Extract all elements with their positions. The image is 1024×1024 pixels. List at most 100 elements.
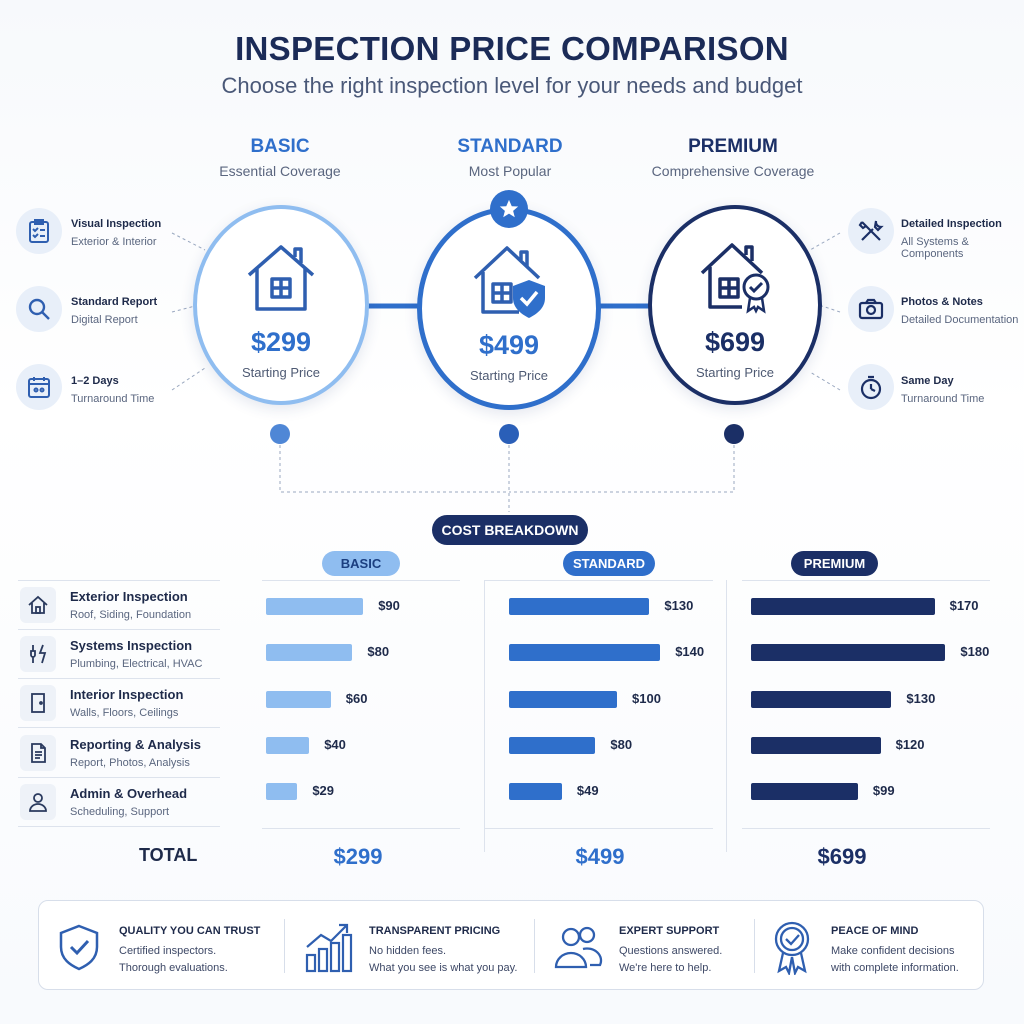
house-shield-icon bbox=[473, 246, 545, 318]
bar-value-standard-3: $80 bbox=[610, 737, 633, 752]
house-outline-icon bbox=[20, 587, 56, 623]
series-pill-basic: BASIC bbox=[322, 551, 400, 576]
house-badge-icon bbox=[700, 243, 770, 314]
bar-value-standard-0: $130 bbox=[664, 598, 694, 613]
cost-breakdown-badge: COST BREAKDOWN bbox=[432, 515, 588, 545]
category-row-interior: Interior Inspection Walls, Floors, Ceili… bbox=[18, 680, 220, 728]
bar-value-basic-4: $29 bbox=[312, 783, 335, 798]
footer-support: EXPERT SUPPORT Questions answered. We're… bbox=[539, 901, 759, 991]
bar-value-premium-2: $130 bbox=[906, 691, 936, 706]
most-popular-star-icon bbox=[490, 190, 528, 228]
feature-photos-notes: Photos & Notes Detailed Documentation bbox=[901, 296, 1019, 326]
footer-panel: QUALITY YOU CAN TRUST Certified inspecto… bbox=[38, 900, 984, 990]
bar-value-basic-0: $90 bbox=[378, 598, 400, 613]
door-icon bbox=[20, 685, 56, 721]
footer-divider bbox=[284, 919, 285, 973]
award-ribbon-icon bbox=[774, 921, 810, 975]
bar-basic-0 bbox=[266, 598, 364, 615]
total-label: TOTAL bbox=[139, 845, 198, 865]
tier-card-basic[interactable]: $299 Starting Price bbox=[193, 205, 369, 405]
category-row-systems: Systems Inspection Plumbing, Electrical,… bbox=[18, 631, 220, 679]
feature-same-day: Same Day Turnaround Time bbox=[901, 375, 985, 405]
bar-value-basic-1: $80 bbox=[367, 644, 390, 659]
page-title: INSPECTION PRICE COMPARISON bbox=[235, 30, 789, 67]
feature-standard-report: Standard Report Digital Report bbox=[71, 296, 158, 326]
tier-sub-premium: Comprehensive Coverage bbox=[651, 163, 815, 179]
page-subtitle: Choose the right inspection level for yo… bbox=[221, 73, 803, 98]
node-dot-premium bbox=[724, 424, 744, 444]
bar-value-premium-0: $170 bbox=[949, 598, 979, 613]
bar-basic-4 bbox=[266, 783, 298, 800]
clipboard-icon bbox=[16, 208, 62, 254]
tier-price-label-premium: Starting Price bbox=[695, 365, 775, 380]
bar-value-premium-3: $120 bbox=[895, 737, 925, 752]
bar-basic-1 bbox=[266, 644, 353, 661]
bar-premium-0 bbox=[751, 598, 935, 615]
bar-value-premium-4: $99 bbox=[872, 783, 895, 798]
column-bottom-rule bbox=[262, 828, 460, 829]
total-premium: $699 bbox=[817, 844, 867, 869]
column-top-rule bbox=[262, 580, 460, 581]
column-top-rule bbox=[485, 580, 713, 581]
bar-standard-1 bbox=[509, 644, 661, 661]
bar-premium-1 bbox=[751, 644, 946, 661]
bar-value-basic-2: $60 bbox=[345, 691, 368, 706]
category-row-reporting: Reporting & Analysis Report, Photos, Ana… bbox=[18, 730, 220, 778]
category-row-exterior: Exterior Inspection Roof, Siding, Founda… bbox=[18, 582, 220, 630]
camera-icon bbox=[848, 286, 894, 332]
tier-price-premium: $699 bbox=[704, 327, 766, 357]
feature-turnaround: 1–2 Days Turnaround Time bbox=[71, 375, 155, 405]
category-top-rule bbox=[18, 580, 220, 581]
column-top-rule bbox=[742, 580, 990, 581]
tier-price-standard: $499 bbox=[478, 330, 540, 360]
category-row-admin: Admin & Overhead Scheduling, Support bbox=[18, 779, 220, 827]
column-divider bbox=[484, 580, 485, 852]
tier-name-basic: BASIC bbox=[250, 136, 310, 157]
bar-standard-3 bbox=[509, 737, 596, 754]
bar-value-premium-1: $180 bbox=[960, 644, 990, 659]
tier-sub-basic: Essential Coverage bbox=[219, 163, 341, 179]
footer-quality: QUALITY YOU CAN TRUST Certified inspecto… bbox=[39, 901, 279, 991]
bar-basic-2 bbox=[266, 691, 331, 708]
tier-price-label-basic: Starting Price bbox=[241, 365, 321, 380]
feature-detailed-inspection: Detailed Inspection All Systems & Compon… bbox=[901, 218, 1002, 260]
bar-premium-2 bbox=[751, 691, 892, 708]
magnifier-icon bbox=[16, 286, 62, 332]
connector-lines bbox=[171, 232, 841, 512]
house-icon bbox=[247, 245, 315, 311]
tier-name-standard: STANDARD bbox=[457, 136, 563, 157]
feature-visual-inspection: Visual Inspection Exterior & Interior bbox=[71, 218, 162, 248]
tier-card-standard[interactable]: $499 Starting Price bbox=[417, 207, 601, 410]
people-icon bbox=[554, 926, 603, 969]
bar-standard-0 bbox=[509, 598, 650, 615]
series-pill-standard: STANDARD bbox=[563, 551, 655, 576]
node-dot-basic bbox=[270, 424, 290, 444]
bar-value-standard-4: $49 bbox=[576, 783, 599, 798]
plumbing-electric-icon bbox=[20, 636, 56, 672]
footer-peace: PEACE OF MIND Make confident decisions w… bbox=[759, 901, 985, 991]
column-bottom-rule bbox=[485, 828, 713, 829]
tier-price-label-standard: Starting Price bbox=[469, 368, 549, 383]
column-bottom-rule bbox=[742, 828, 990, 829]
total-basic: $299 bbox=[333, 844, 383, 869]
column-divider bbox=[726, 580, 727, 852]
bar-premium-3 bbox=[751, 737, 881, 754]
growth-chart-icon bbox=[305, 923, 353, 973]
bar-premium-4 bbox=[751, 783, 858, 800]
stopwatch-icon bbox=[848, 364, 894, 410]
calendar-icon bbox=[16, 364, 62, 410]
node-dot-standard bbox=[499, 424, 519, 444]
bar-standard-2 bbox=[509, 691, 617, 708]
total-standard: $499 bbox=[575, 844, 625, 869]
tools-icon bbox=[848, 208, 894, 254]
bar-standard-4 bbox=[509, 783, 562, 800]
tier-name-premium: PREMIUM bbox=[688, 136, 778, 157]
person-icon bbox=[20, 784, 56, 820]
tier-card-premium[interactable]: $699 Starting Price bbox=[648, 205, 822, 405]
tier-sub-standard: Most Popular bbox=[468, 163, 552, 179]
bar-value-basic-3: $40 bbox=[324, 737, 346, 752]
document-icon bbox=[20, 735, 56, 771]
footer-pricing: TRANSPARENT PRICING No hidden fees. What… bbox=[289, 901, 529, 991]
bar-value-standard-2: $100 bbox=[632, 691, 661, 706]
bar-value-standard-1: $140 bbox=[675, 644, 705, 659]
